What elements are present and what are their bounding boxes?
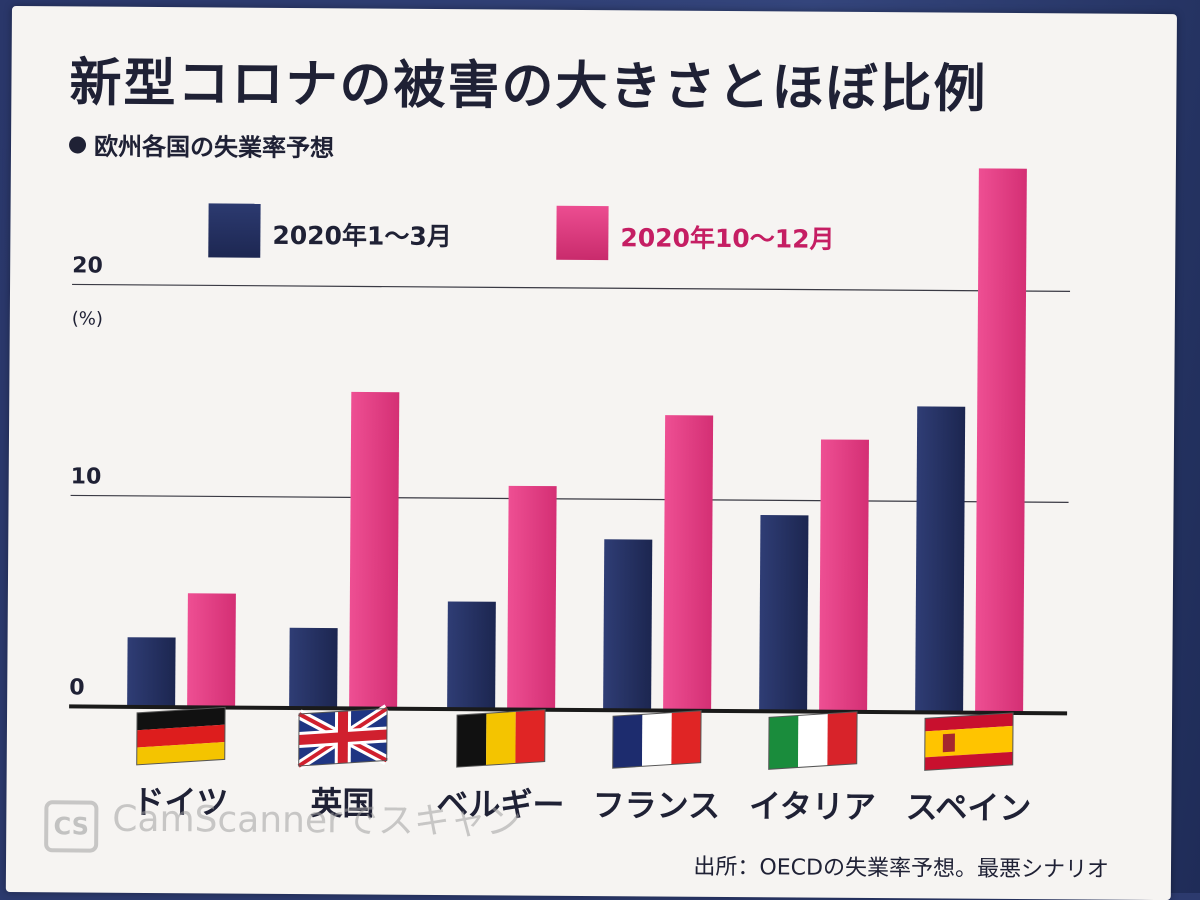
camscanner-logo-icon: CS [44,800,98,852]
chart-paper: 新型コロナの被害の大きさとほぼ比例 欧州各国の失業率予想 2020年1～3月 2… [6,6,1177,900]
bar-q1-3 [603,539,652,710]
category-label-4: イタリア [749,787,876,826]
bar-q4-0 [187,593,236,707]
bar-q4-5 [975,168,1027,713]
y-tick-label-10: 10 [71,464,102,489]
gridline-20 [72,284,1070,291]
category-label-5: スペイン [905,788,1031,827]
spain-flag-icon [925,713,1013,771]
chart-plot: 01020(%)ドイツ英国ベルギーフランスイタリアスペイン [6,6,1177,900]
category-label-3: フランス [593,786,721,825]
bar-q1-4 [759,515,808,712]
bar-q1-0 [127,637,175,707]
france-flag-icon [613,711,701,769]
italy-flag-icon [769,712,857,770]
bar-q1-2 [447,601,496,709]
source-note: 出所：OECDの失業率予想。最悪シナリオ [693,849,1109,884]
bar-q4-4 [819,439,869,712]
y-unit-label: (%) [72,308,103,329]
bar-q1-1 [289,628,338,709]
y-tick-label-0: 0 [69,675,84,700]
bar-q4-3 [663,415,713,711]
belgium-flag-icon [457,710,545,768]
watermark-text: CamScannerでスキャン [112,799,522,843]
bar-q4-2 [507,486,557,710]
y-tick-label-20: 20 [72,253,103,278]
bar-q4-1 [349,392,399,709]
germany-flag-icon [137,707,225,765]
uk-flag-icon [299,708,387,766]
bar-q1-5 [915,406,965,712]
camscanner-watermark: CS CamScannerでスキャン [44,789,522,855]
